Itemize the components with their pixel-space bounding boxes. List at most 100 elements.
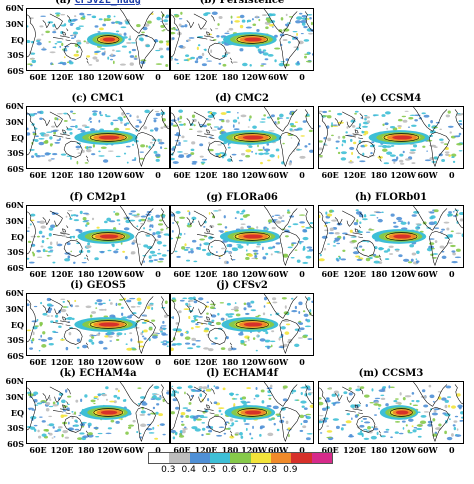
- lon-tick-label: 0: [299, 72, 305, 82]
- colorbar-segment: [230, 453, 252, 463]
- lon-tick-label: 180: [370, 170, 388, 180]
- skill-map: [26, 381, 170, 444]
- lon-tick-label: 180: [221, 357, 239, 367]
- map-panel-m: (m) CCSM3 60E 120E 180 120W 60W 0: [318, 368, 464, 455]
- lon-tick-label: 60W: [267, 445, 289, 455]
- lon-tick-label: 120E: [343, 269, 366, 279]
- lat-tick-label: 60N: [5, 200, 24, 210]
- panel-model-name: ECHAM4a: [79, 368, 137, 379]
- map-panel-j: (j) CFSv2 60E 120E 180 120W 60W 0: [170, 280, 314, 367]
- skill-map: [26, 8, 170, 71]
- lon-tick-label: 60E: [173, 357, 191, 367]
- lon-tick-label: 0: [299, 170, 305, 180]
- lon-tick-label: 0: [299, 269, 305, 279]
- lon-tick-label: 120W: [241, 72, 267, 82]
- lon-tick-label: 180: [221, 445, 239, 455]
- map-panel-g: (g) FLORa06 60E 120E 180 120W 60W 0: [170, 192, 314, 279]
- lat-tick-label: 60S: [7, 263, 24, 273]
- lat-tick-label: EQ: [10, 231, 24, 242]
- panel-letter: (c): [71, 93, 88, 104]
- colorbar-tick-label: 0.8: [262, 465, 278, 475]
- panel-model-name: FLORa06: [226, 192, 278, 203]
- panel-model-name: GEOS5: [86, 280, 126, 291]
- lon-tick-label: 120W: [97, 357, 123, 367]
- lat-tick-label: 60N: [5, 288, 24, 298]
- lon-tick-label: 60E: [29, 357, 47, 367]
- panel-title: (j) CFSv2: [170, 280, 314, 292]
- skill-map: [318, 381, 464, 444]
- panel-letter: (f): [69, 192, 84, 203]
- lon-tick-label: 180: [370, 445, 388, 455]
- panel-model-name: CFSv2: [232, 280, 268, 291]
- lat-tick-label: 60N: [5, 101, 24, 111]
- lon-tick-label: 180: [370, 269, 388, 279]
- colorbar-segment: [169, 453, 191, 463]
- panel-title: (c) CMC1: [26, 93, 170, 105]
- skill-map: [318, 205, 464, 268]
- lon-tick-label: 0: [155, 445, 161, 455]
- lon-tick-label: 60E: [29, 170, 47, 180]
- panel-model-name: CCSM3: [382, 368, 424, 379]
- skill-map: [170, 106, 314, 169]
- lat-tick-label: EQ: [10, 319, 24, 330]
- lon-tick-label: 0: [299, 445, 305, 455]
- skill-map: [170, 293, 314, 356]
- lon-tick-label: 120W: [241, 170, 267, 180]
- lon-tick-label: 0: [449, 170, 455, 180]
- panel-model-name: CM2p1: [86, 192, 127, 203]
- panel-title: (m) CCSM3: [318, 368, 464, 380]
- lon-tick-label: 60E: [321, 445, 339, 455]
- panel-letter: (g): [206, 192, 223, 203]
- colorbar-tick-label: 0.4: [181, 465, 196, 475]
- map-panel-l: (l) ECHAM4f 60E 120E 180 120W 60W 0: [170, 368, 314, 455]
- lat-tick-label: 30N: [5, 215, 24, 226]
- colorbar-segment: [149, 453, 170, 463]
- colorbar-tick-label: 0.9: [283, 465, 298, 475]
- lon-tick-label: 120W: [241, 269, 267, 279]
- lon-tick-label: 0: [449, 269, 455, 279]
- lon-tick-label: 180: [221, 72, 239, 82]
- panel-title: (i) GEOS5: [26, 280, 170, 292]
- lon-tick-label: 60W: [123, 170, 145, 180]
- map-panel-b: (b) Persistence 60E 120E 180 120W 60W 0: [170, 0, 314, 82]
- lon-tick-label: 0: [155, 170, 161, 180]
- panel-model-name: FLORb01: [375, 192, 428, 203]
- lon-tick-label: 120E: [194, 269, 218, 279]
- lat-tick-label: 60S: [7, 66, 24, 76]
- lon-tick-label: 180: [77, 72, 95, 82]
- lon-tick-label: 180: [221, 269, 239, 279]
- lat-tick-label: 60S: [7, 439, 24, 449]
- panel-model-name: ECHAM4f: [222, 368, 278, 379]
- colorbar-tick-label: 0.7: [242, 465, 257, 475]
- panel-title: (a) CFSv2L_nudg: [26, 0, 170, 7]
- colorbar-tick-label: 0.6: [222, 465, 237, 475]
- panel-letter: (b): [199, 0, 217, 6]
- map-panel-i: (i) GEOS5 60N 30N EQ 30S 60S 60E 120E 180 120W 60W…: [6, 280, 170, 367]
- lat-tick-label: 60S: [7, 164, 24, 174]
- lat-tick-label: 30N: [5, 391, 24, 402]
- lon-tick-label: 0: [449, 445, 455, 455]
- panel-title: (l) ECHAM4f: [170, 368, 314, 380]
- map-panel-h: (h) FLORb01 60E 120E 180 120W 60W 0: [318, 192, 464, 279]
- lon-tick-label: 120E: [194, 357, 218, 367]
- panel-letter: (i): [70, 280, 84, 291]
- colorbar-segment: [291, 453, 313, 463]
- lat-tick-label: 30N: [5, 116, 24, 127]
- lat-tick-label: 30N: [5, 18, 24, 29]
- lon-tick-label: 120E: [50, 445, 74, 455]
- lon-tick-label: 120W: [97, 269, 123, 279]
- colorbar-tick-label: 0.5: [201, 465, 217, 475]
- lon-tick-label: 0: [299, 357, 305, 367]
- lon-tick-label: 120W: [390, 269, 416, 279]
- lon-tick-label: 60W: [123, 269, 145, 279]
- lat-tick-label: 30S: [7, 423, 24, 434]
- lon-tick-label: 60E: [29, 445, 47, 455]
- lon-tick-label: 60W: [267, 170, 289, 180]
- lon-tick-label: 60W: [417, 269, 438, 279]
- lat-tick-label: 30S: [7, 50, 24, 61]
- lon-tick-label: 120E: [50, 72, 74, 82]
- map-panel-e: (e) CCSM4 60E 120E 180 120W 60W 0: [318, 93, 464, 180]
- map-panel-k: (k) ECHAM4a 60N 30N EQ 30S 60S 60E 120E 180 120W 6…: [6, 368, 170, 455]
- lat-tick-label: 30S: [7, 148, 24, 159]
- map-panel-d: (d) CMC2 60E 120E 180 120W 60W 0: [170, 93, 314, 180]
